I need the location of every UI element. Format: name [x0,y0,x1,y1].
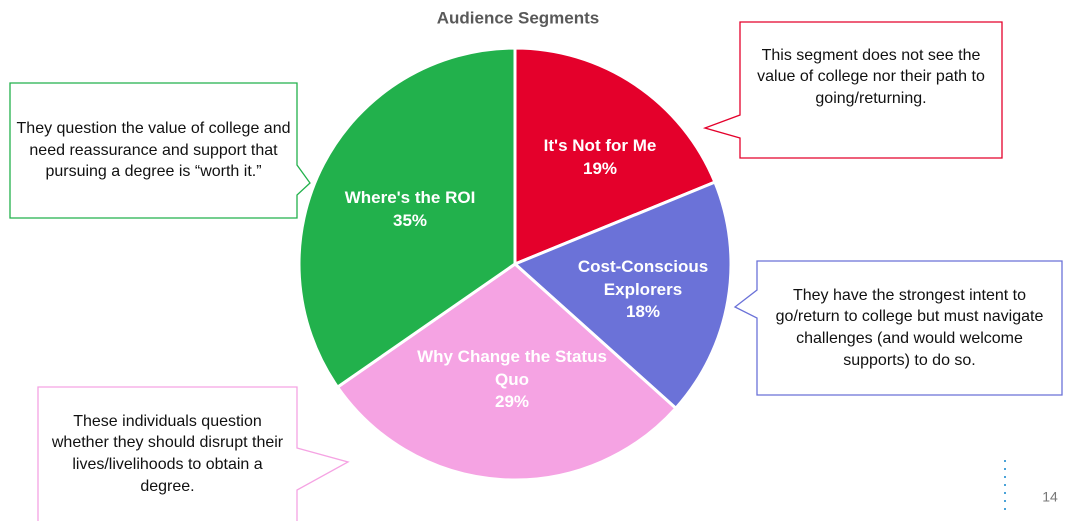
category-label: It's Not for Me [543,136,657,156]
slice-label-box: Cost-Conscious Explorers 18% [563,240,723,340]
callout: These individuals question whether they … [51,412,284,495]
category-label: Where's the ROI [344,188,476,208]
chart-title: Audience Segments [437,8,600,27]
value-label: 19% [582,159,618,178]
slice-label: Why Change the Status Quo 29% [417,330,607,430]
value-label: 35% [392,211,428,230]
callout-text: They question the value of college and n… [16,120,291,181]
page-number: 14 [1042,489,1058,505]
category-label: Why Change the Status Quo [417,346,607,389]
callout-text: They have the strongest intent to go/ret… [775,286,1044,369]
pie-slice [513,46,717,267]
slice-label-box: It's Not for Me 19% [520,108,680,208]
category-label: Cost-Conscious Explorers [577,256,709,299]
callout-box [37,386,350,521]
pie-slice [335,262,678,482]
callout-box [733,260,1063,396]
callout-text: This segment does not see the value of c… [757,46,985,107]
pie-slice [297,46,517,390]
callout-text: These individuals question whether they … [51,412,284,495]
callout-box [9,82,311,219]
slice-label-box: Where's the ROI 35% [325,160,495,260]
callout: This segment does not see the value of c… [757,46,985,107]
pie-slice [512,180,733,411]
callout: They question the value of college and n… [16,120,291,181]
slice-label: Cost-Conscious Explorers 18% [563,240,723,340]
callout-box [702,21,1003,159]
value-label: 29% [494,392,530,412]
slice-label: Where's the ROI 35% [325,160,495,260]
value-label: 18% [625,302,661,322]
slice-label: It's Not for Me 19% [520,108,680,208]
slice-label-box: Why Change the Status Quo 29% [417,330,607,430]
callout: They have the strongest intent to go/ret… [775,286,1044,369]
